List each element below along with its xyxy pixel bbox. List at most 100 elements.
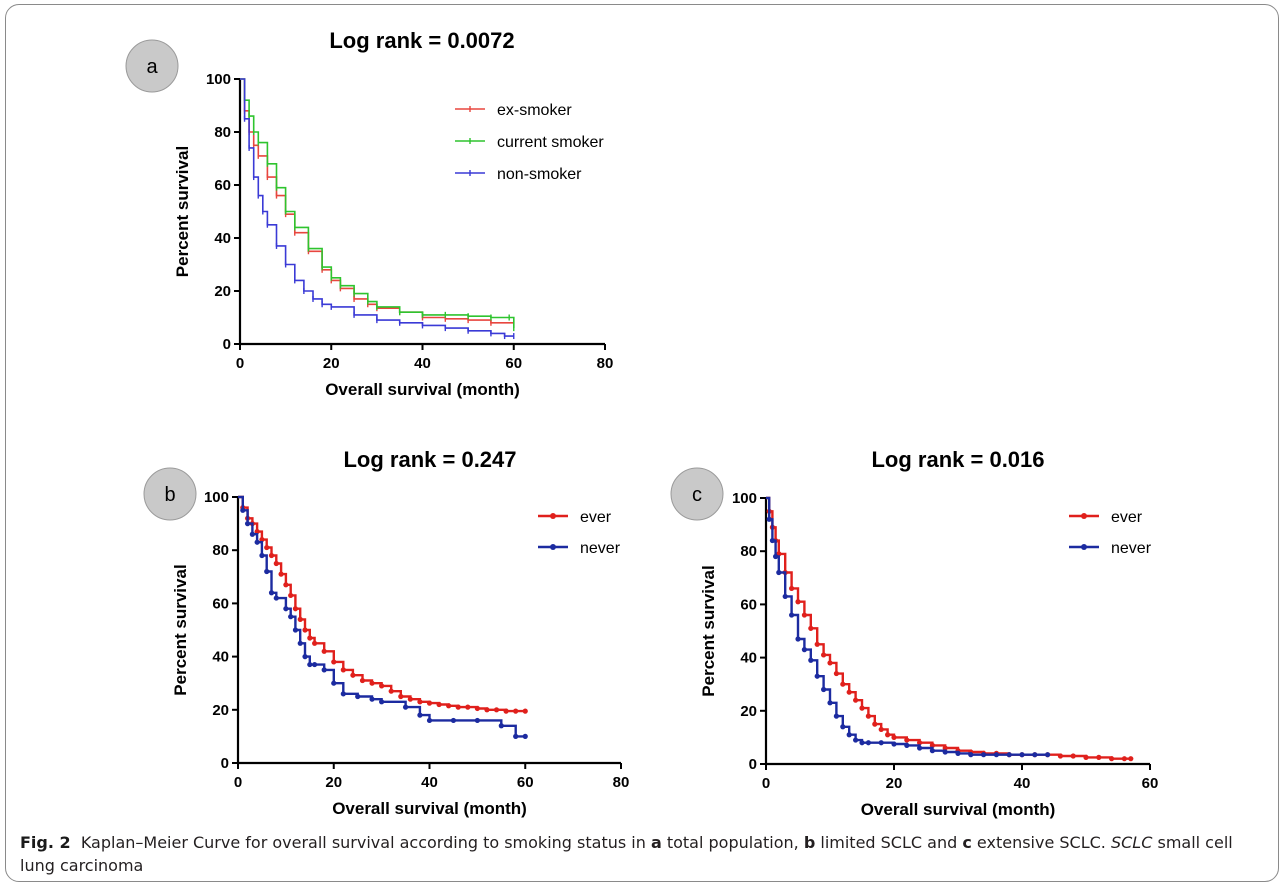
censor-mark <box>1121 756 1127 762</box>
censor-mark <box>426 717 433 724</box>
censor-mark <box>1109 756 1115 762</box>
y-tick-label: 0 <box>749 756 757 773</box>
censor-mark <box>878 726 884 733</box>
censor-mark <box>917 740 923 746</box>
censor-mark <box>942 745 948 751</box>
censor-mark <box>1057 753 1063 759</box>
censor-mark <box>859 740 865 746</box>
y-tick-label: 80 <box>212 542 229 559</box>
panel-badge-a <box>125 39 179 93</box>
y-tick-label: 100 <box>732 490 757 507</box>
censor-mark <box>359 677 366 684</box>
caption-abbreviation: SCLC <box>1110 833 1153 852</box>
censor-mark <box>268 552 275 559</box>
censor-mark <box>307 635 313 641</box>
censor-mark <box>1019 752 1025 758</box>
y-tick-label: 0 <box>221 755 229 772</box>
y-axis-title-b: Percent survival <box>171 564 190 695</box>
censor-mark <box>776 569 782 576</box>
legend-label-current-smoker: current smoker <box>497 134 604 151</box>
censor-mark <box>302 627 308 633</box>
x-tick-label: 40 <box>414 355 431 372</box>
figure-caption: Fig. 2 Kaplan–Meier Curve for overall su… <box>20 831 1270 877</box>
censor-mark <box>268 590 275 596</box>
censor-mark <box>288 592 294 599</box>
y-tick-label: 60 <box>214 177 231 194</box>
censor-mark <box>273 560 279 567</box>
chart-title-c: Log rank = 0.016 <box>871 447 1044 472</box>
x-tick-label: 0 <box>236 355 244 372</box>
y-axis-title-a: Percent survival <box>173 146 192 277</box>
x-tick-label: 80 <box>597 355 614 372</box>
censor-mark <box>808 657 814 663</box>
censor-mark <box>885 732 891 738</box>
caption-panel-c: c <box>962 833 972 852</box>
legend-marker <box>550 513 556 519</box>
y-tick-label: 0 <box>223 336 231 353</box>
caption-text: Kaplan–Meier Curve for overall survival … <box>80 833 651 852</box>
censor-mark <box>773 553 779 560</box>
censor-mark <box>929 742 936 748</box>
chart-title-b: Log rank = 0.247 <box>343 447 516 472</box>
censor-mark <box>321 667 327 673</box>
legend-marker <box>550 544 556 550</box>
censor-mark <box>369 696 375 702</box>
censor-mark <box>904 742 910 748</box>
censor-mark <box>436 701 442 708</box>
caption-panel-b: b <box>803 833 816 852</box>
censor-mark <box>782 593 788 600</box>
censor-mark <box>259 536 265 543</box>
censor-mark <box>503 708 509 714</box>
censor-mark <box>814 641 820 647</box>
censor-mark <box>904 737 910 743</box>
censor-mark <box>398 693 404 700</box>
censor-mark <box>465 704 471 710</box>
panel-label-a: a <box>146 56 158 78</box>
censor-mark <box>312 640 318 646</box>
y-tick-label: 80 <box>740 543 757 560</box>
censor-mark <box>955 750 961 756</box>
censor-mark <box>846 689 852 695</box>
censor-mark <box>417 699 423 705</box>
x-tick-label: 20 <box>886 775 903 792</box>
censor-mark <box>513 733 519 740</box>
censor-mark <box>840 681 846 687</box>
legend-label-never: never <box>1111 540 1152 557</box>
x-tick-label: 40 <box>421 774 438 791</box>
survival-curve-ex-smoker <box>240 78 514 324</box>
censor-mark <box>981 752 987 758</box>
survival-curve-current-smoker <box>240 78 515 329</box>
censor-mark <box>278 571 284 577</box>
censor-mark <box>350 672 356 678</box>
censor-mark <box>827 700 833 706</box>
figure-frame <box>5 4 1279 882</box>
censor-mark <box>340 667 346 673</box>
censor-mark <box>288 614 294 620</box>
censor-mark <box>840 724 846 730</box>
x-tick-label: 20 <box>325 774 342 791</box>
censor-mark <box>1083 754 1089 760</box>
censor-mark <box>1070 753 1076 759</box>
censor-mark <box>853 737 859 743</box>
survival-curve-non-smoker <box>240 78 514 337</box>
censor-mark <box>872 721 878 727</box>
y-tick-label: 100 <box>206 71 231 88</box>
y-tick-label: 40 <box>212 649 229 666</box>
y-tick-label: 20 <box>214 283 231 300</box>
censor-mark <box>865 740 872 746</box>
censor-mark <box>493 707 500 713</box>
censor-mark <box>801 612 808 618</box>
panel-label-b: b <box>164 484 175 506</box>
censor-mark <box>446 703 452 709</box>
censor-mark <box>297 640 303 646</box>
caption-text: extensive SCLC. <box>971 833 1111 852</box>
legend-marker <box>1081 544 1087 550</box>
censor-mark <box>249 531 255 537</box>
censor-mark <box>865 713 872 719</box>
censor-mark <box>455 704 461 710</box>
censor-mark <box>1032 752 1038 758</box>
caption-panel-a: a <box>650 833 662 852</box>
censor-mark <box>853 697 859 703</box>
censor-mark <box>474 705 480 712</box>
survival-curve-ever <box>238 495 526 713</box>
